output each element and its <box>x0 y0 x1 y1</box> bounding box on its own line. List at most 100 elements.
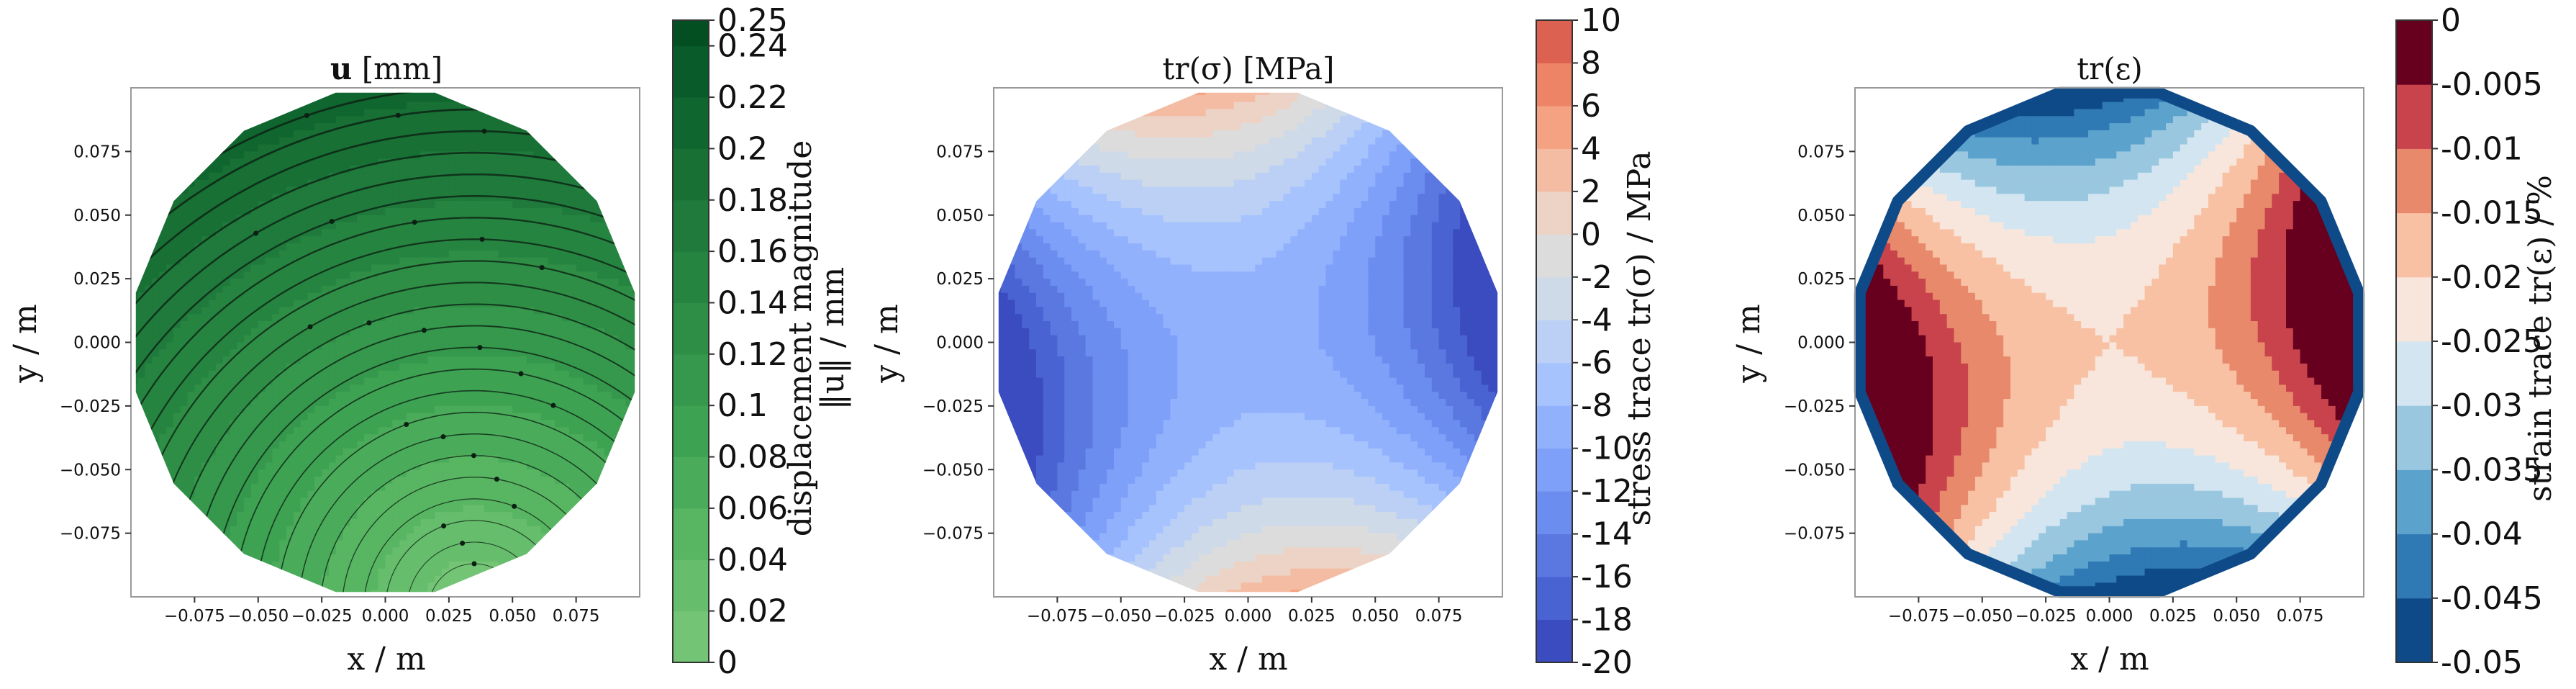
field-cell <box>561 151 570 159</box>
field-cell <box>420 166 429 174</box>
field-cell <box>427 236 435 244</box>
field-cell <box>435 243 443 251</box>
field-cell <box>406 328 414 336</box>
field-cell <box>364 137 372 145</box>
field-cell <box>187 236 195 244</box>
field-cell <box>166 405 174 414</box>
field-cell <box>455 285 464 294</box>
field-cell <box>230 321 237 329</box>
field-cell <box>491 201 499 209</box>
field-cell <box>590 109 598 117</box>
field-cell <box>505 469 513 477</box>
field-cell <box>237 568 245 577</box>
field-cell <box>371 236 379 244</box>
field-cell <box>512 314 520 322</box>
field-cell <box>265 392 273 400</box>
field-cell <box>371 257 379 266</box>
field-cell <box>350 194 358 202</box>
field-cell <box>328 279 337 287</box>
field-cell <box>314 116 322 124</box>
field-cell <box>512 399 520 407</box>
field-cell <box>427 590 435 593</box>
field-cell <box>477 179 485 188</box>
field-cell <box>385 342 393 350</box>
field-cell <box>442 222 450 230</box>
field-cell <box>484 490 492 499</box>
field-cell <box>250 561 259 569</box>
field-cell <box>378 328 386 336</box>
field-cell <box>477 462 485 470</box>
field-cell <box>209 505 217 513</box>
field-cell <box>314 307 322 315</box>
field-cell <box>328 166 337 174</box>
field-cell <box>244 236 252 244</box>
field-cell <box>350 582 358 590</box>
field-cell <box>201 300 209 307</box>
field-cell <box>448 413 457 421</box>
field-cell <box>244 222 252 230</box>
field-cell <box>470 144 478 152</box>
field-cell <box>272 384 280 392</box>
field-cell <box>152 483 160 492</box>
field-cell <box>463 434 471 442</box>
field-cell <box>413 94 422 103</box>
field-cell <box>385 300 393 307</box>
field-cell <box>470 250 478 258</box>
field-cell <box>491 413 499 421</box>
field-cell <box>135 257 139 266</box>
field-cell <box>455 512 464 520</box>
field-cell <box>293 264 301 272</box>
field-cell <box>265 300 273 307</box>
field-cell <box>576 533 584 541</box>
field-cell <box>442 186 450 194</box>
field-cell <box>166 151 174 159</box>
field-cell <box>512 116 520 124</box>
field-cell <box>350 477 358 485</box>
field-cell <box>568 335 577 343</box>
field-cell <box>406 533 414 541</box>
field-cell <box>265 349 273 357</box>
field-cell <box>590 144 598 152</box>
field-cell <box>470 328 478 336</box>
field-cell <box>364 370 372 379</box>
field-cell <box>335 392 344 400</box>
field-cell <box>335 314 344 322</box>
field-cell <box>222 194 231 202</box>
field-cell <box>244 144 252 152</box>
field-cell <box>145 512 153 520</box>
field-cell <box>576 490 584 499</box>
field-cell <box>392 377 400 386</box>
field-cell <box>187 243 195 251</box>
field-cell <box>300 116 309 124</box>
field-cell <box>209 307 217 315</box>
field-cell <box>392 158 400 166</box>
field-cell <box>364 102 372 110</box>
field-cell <box>576 321 584 329</box>
field-cell <box>173 405 181 414</box>
field-cell <box>491 279 499 287</box>
field-cell <box>322 123 330 131</box>
field-cell <box>597 399 605 407</box>
field-cell <box>540 533 548 541</box>
field-cell <box>590 186 598 194</box>
field-cell <box>583 427 591 435</box>
field-cell <box>561 377 570 386</box>
field-cell <box>307 207 315 216</box>
field-cell <box>442 94 450 103</box>
field-cell <box>561 518 570 527</box>
field-cell <box>583 441 591 449</box>
field-cell <box>420 448 429 456</box>
field-cell <box>604 399 612 407</box>
field-cell <box>435 201 443 209</box>
field-cell <box>520 413 527 421</box>
field-cell <box>145 547 153 555</box>
field-cell <box>533 469 542 477</box>
field-cell <box>343 285 350 294</box>
field-cell <box>279 94 287 103</box>
field-cell <box>399 215 407 223</box>
field-cell <box>618 222 626 230</box>
field-cell <box>335 455 344 464</box>
field-cell <box>137 349 146 357</box>
field-cell <box>399 243 407 251</box>
field-cell <box>244 94 252 103</box>
